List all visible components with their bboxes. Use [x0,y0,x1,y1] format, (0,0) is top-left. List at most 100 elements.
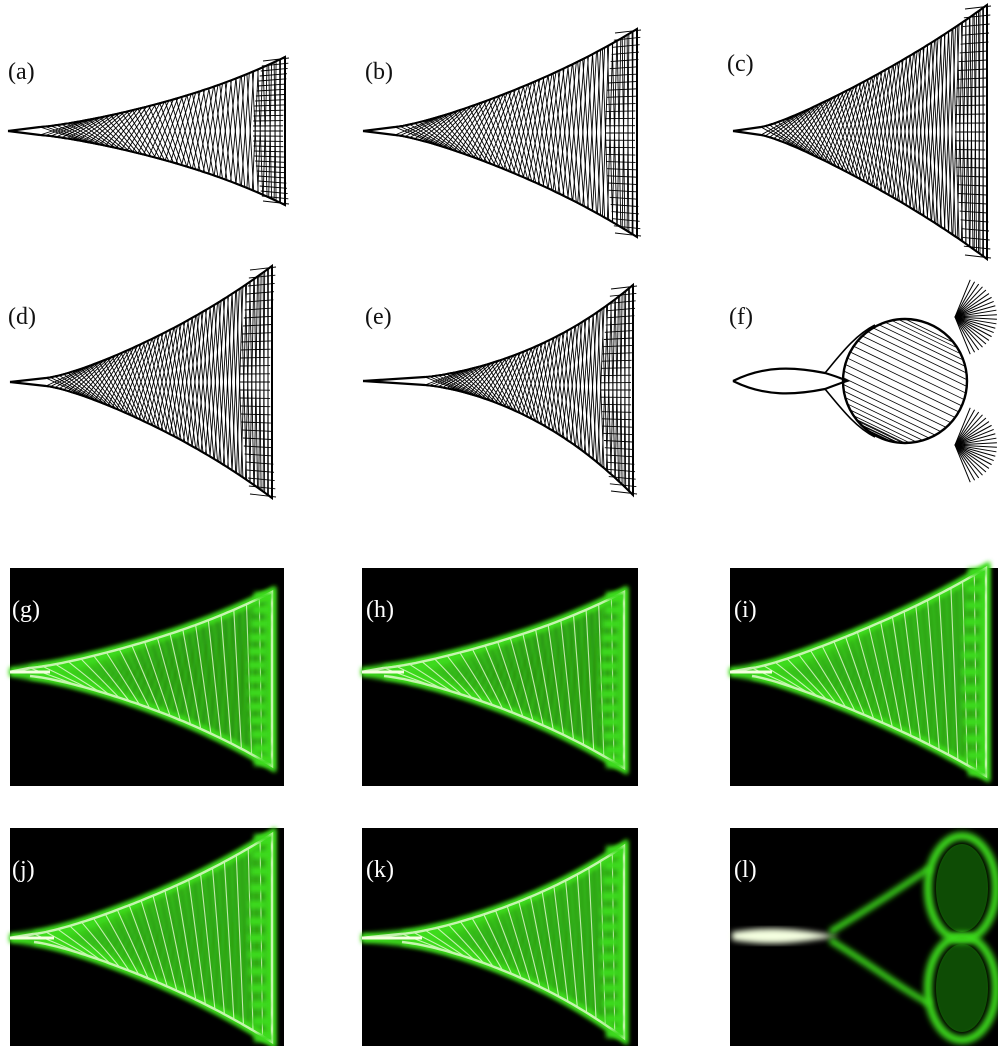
lobe-spoke [954,442,997,446]
fan-segment [268,62,273,198]
rim-spoke [256,88,286,92]
lobe-lower-fill [936,944,988,1032]
rim-blob [252,850,271,859]
green-fan-i [729,561,990,783]
fan-segment [94,363,128,414]
rim-spoke [604,447,634,450]
fan-segment [798,654,837,704]
fan-segment [89,351,124,399]
fan-segment [837,80,866,168]
fan-segment [488,89,516,164]
fan-segment [69,925,111,965]
fan-segment [202,84,219,173]
fan-segment [138,633,168,707]
rim-spoke [611,211,640,215]
fan-segment [879,61,901,191]
fan-segment [224,77,237,180]
fan-lines-cross [362,282,634,498]
rim-spoke [262,200,290,205]
rim-blob [965,734,983,743]
fan-segment [61,116,103,139]
rim-spoke [254,155,284,158]
fan-segment [463,97,496,155]
fan-segment [61,123,103,146]
fan-segment [969,14,974,248]
fan-segment [950,587,959,761]
rim-spoke [245,461,274,465]
fan-segment [72,357,109,393]
rim-spoke [957,193,987,196]
fan-segment [455,642,492,695]
fan-segment [518,901,541,988]
fan-segment [50,118,94,137]
rim-spoke [964,254,992,259]
fan-segment [396,665,443,690]
fan-segment [72,371,109,407]
fan-segment [58,362,99,390]
fan-segment [134,334,160,418]
fan-segment [103,359,135,418]
rim-spoke [603,440,633,443]
fan-segment [94,350,128,401]
fan-segment [419,110,460,141]
lobe-upper [954,279,997,355]
green-fan-j [9,827,276,1046]
fan-segment [87,645,127,691]
fan-segment [582,53,593,206]
fan-segment [191,87,210,169]
lobe-spoke [954,305,996,318]
fan-segment [80,658,120,699]
fan-segment [425,649,469,687]
rim-blob [603,876,621,885]
fan-segment [592,309,601,460]
bulb-chord [865,428,892,442]
rim-blob [962,651,981,660]
rim-spoke [243,315,273,319]
rim-spoke [240,413,271,416]
fan-segment [79,907,122,956]
fan-segment [144,641,171,717]
fan-segment [195,866,214,1002]
fan-segment [137,108,165,161]
fan-segment [542,69,561,187]
fan-segment [42,665,90,689]
fan-segment [495,352,521,404]
fan-segment [101,642,139,695]
fan-segment [116,341,146,410]
fan-segment [494,909,522,979]
fan-segment [837,625,870,707]
green-fan-h [361,586,628,775]
fan-segment [560,619,575,741]
rim-spokes [955,5,992,259]
panel-f: (f) [725,255,998,500]
fan-segment [498,85,525,168]
panel-b: (b) [355,0,655,240]
lobe-spoke [954,444,992,466]
rim-blob [962,634,981,643]
panel-k: (k) [361,828,638,1046]
fan-segment [606,42,614,220]
fan-segment [820,88,852,160]
lobe-spoke [954,300,994,318]
fan-segment [490,362,518,413]
fan-segment [249,278,255,483]
fan-segment [499,350,525,405]
fan-segment [188,869,209,999]
bulb-chord [878,324,966,367]
fan-diagram-c [732,3,992,261]
fan-segment [164,94,188,161]
fan-segment [938,593,950,756]
rim-spokes [253,57,290,205]
fan-segment [890,606,913,729]
rim-blob [601,634,620,642]
panel-d: (d) [0,255,300,500]
rim-spoke [247,282,275,287]
rim-blob [252,1017,271,1026]
fan-segment [830,628,865,704]
panel-label-k: (k) [366,857,394,883]
fan-diagram-b [362,27,642,239]
fan-segment [182,313,200,442]
lobe-spoke [954,444,997,448]
fan-segment [137,101,165,154]
fan-segment [544,341,561,436]
